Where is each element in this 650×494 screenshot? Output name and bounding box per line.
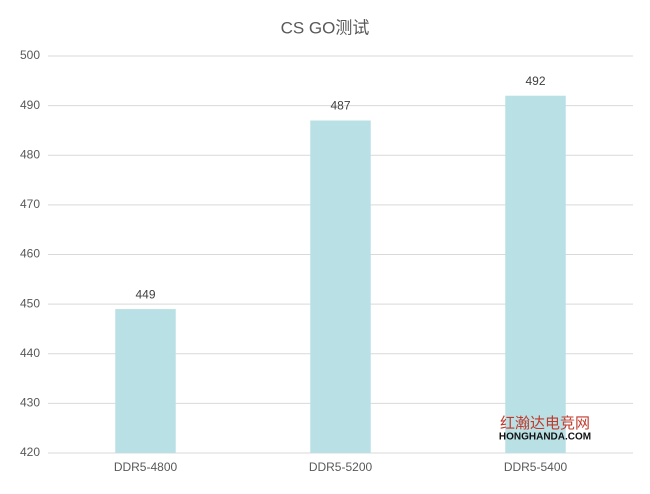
data-label: 487 [330,99,350,113]
bar [505,95,566,453]
y-tick-label: 420 [20,445,40,459]
watermark-name: 红瀚达电竞网 [500,414,590,432]
x-tick-label: DDR5-4800 [114,460,178,474]
y-tick-label: 480 [20,147,40,161]
bar [115,309,176,453]
x-tick-label: DDR5-5400 [504,460,568,474]
y-tick-label: 500 [20,48,40,62]
data-label: 449 [135,287,155,301]
y-tick-label: 490 [20,98,40,112]
chart-title: CS GO测试 [281,18,370,37]
y-tick-label: 440 [20,346,40,360]
y-tick-label: 460 [20,247,40,261]
bar [310,120,371,453]
x-tick-label: DDR5-5200 [309,460,373,474]
y-tick-label: 470 [20,197,40,211]
watermark-url: HONGHANDA.COM [499,432,591,443]
data-label: 492 [525,74,545,88]
y-tick-label: 430 [20,396,40,410]
y-tick-label: 450 [20,296,40,310]
